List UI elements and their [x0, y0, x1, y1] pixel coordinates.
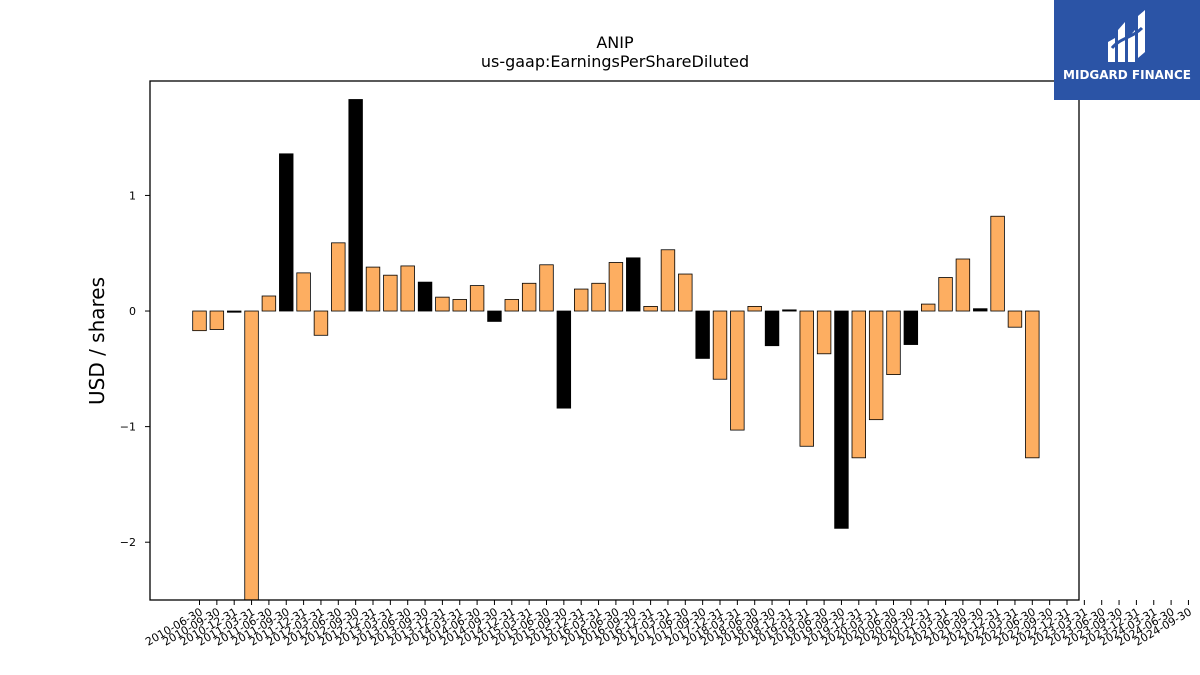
bar-14	[417, 281, 433, 312]
bar-1	[192, 310, 207, 332]
midgard-logo-icon	[1108, 10, 1145, 62]
bar-44	[938, 277, 953, 312]
bar-4	[244, 310, 259, 601]
bar-36	[799, 310, 814, 447]
bar-7	[296, 272, 311, 312]
bar-18	[487, 310, 502, 322]
bar-41	[886, 310, 901, 375]
bar-27	[643, 305, 658, 312]
bar-33	[747, 305, 762, 312]
bar-21	[539, 264, 554, 312]
bar-35	[782, 309, 797, 312]
y-tick-label: −2	[120, 536, 136, 549]
bar-22	[556, 310, 572, 409]
brand-name: MIDGARD FINANCE	[1063, 68, 1191, 82]
bar-25	[608, 262, 624, 312]
bar-19	[504, 299, 520, 312]
bar-28	[660, 249, 676, 312]
bar-37	[816, 310, 832, 355]
brand-logo: MIDGARD FINANCE	[1054, 0, 1200, 100]
y-axis: 1 0 −1 −2	[120, 189, 150, 549]
bar-48	[1007, 310, 1023, 328]
bar-12	[383, 274, 398, 312]
bars-group	[192, 99, 1040, 601]
bar-10	[348, 99, 363, 312]
bar-45	[955, 258, 971, 312]
bar-11	[365, 266, 381, 312]
bar-8	[313, 310, 329, 336]
bar-47	[990, 215, 1005, 312]
bar-17	[469, 285, 485, 312]
bar-39	[851, 310, 867, 459]
x-axis: 2010-06-302010-09-302010-12-312011-03-31…	[143, 600, 1194, 649]
y-tick-label: 1	[129, 189, 136, 202]
bar-38	[834, 310, 849, 529]
bar-3	[226, 310, 242, 313]
bar-31	[712, 310, 728, 380]
bar-24	[591, 282, 606, 312]
chart-title: ANIP	[596, 33, 634, 52]
bar-46	[973, 308, 988, 312]
y-axis-label: USD / shares	[85, 277, 109, 405]
bar-23	[574, 288, 589, 312]
y-tick-label: 0	[129, 305, 136, 318]
bar-6	[279, 153, 294, 312]
bar-29	[678, 273, 693, 312]
bar-30	[695, 310, 710, 359]
bar-43	[921, 303, 936, 312]
bar-2	[209, 310, 225, 330]
bar-16	[452, 299, 467, 312]
y-tick-label: −1	[120, 421, 136, 434]
bar-13	[400, 265, 415, 312]
bar-5	[261, 295, 277, 312]
chart-subtitle: us-gaap:EarningsPerShareDiluted	[481, 52, 749, 71]
bar-49	[1025, 310, 1040, 459]
bar-9	[331, 242, 346, 312]
plot-frame	[149, 80, 1080, 601]
bar-26	[626, 257, 641, 312]
bar-32	[730, 310, 745, 431]
bar-34	[764, 310, 780, 347]
bar-20	[521, 282, 537, 312]
bar-40	[868, 310, 884, 421]
bar-15	[435, 296, 450, 312]
bar-42	[903, 310, 919, 345]
